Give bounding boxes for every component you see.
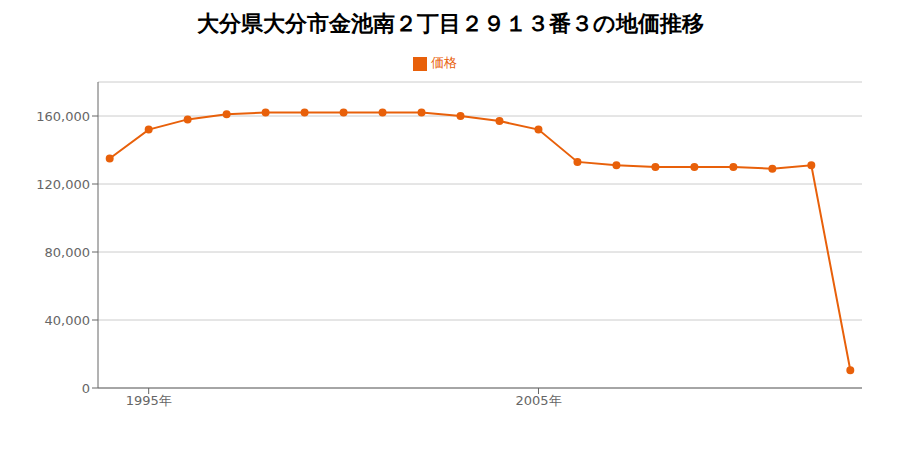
svg-text:2005年: 2005年: [515, 393, 561, 408]
svg-text:0: 0: [82, 381, 90, 396]
html-text:大分県大分市金池南２丁目２９１３番３の地価推移: 大分県大分市金池南２丁目２９１３番３の地価推移: [196, 11, 704, 36]
svg-text:120,000: 120,000: [36, 177, 90, 192]
svg-text:160,000: 160,000: [36, 109, 90, 124]
svg-text:40,000: 40,000: [45, 313, 91, 328]
svg-text:1995年: 1995年: [126, 393, 172, 408]
svg-text:80,000: 80,000: [45, 245, 91, 260]
html-text:価格: 価格: [431, 55, 457, 70]
